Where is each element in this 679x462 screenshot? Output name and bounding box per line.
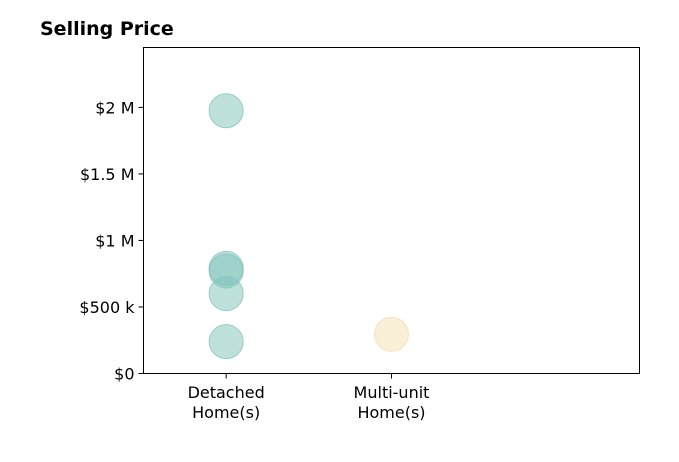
- data-point: [208, 276, 244, 312]
- y-tick-label: $500 k: [79, 298, 135, 317]
- x-tick-label-line2: Home(s): [357, 403, 425, 422]
- x-tick-label-line1: Detached: [188, 383, 265, 402]
- data-points: [208, 93, 409, 360]
- y-tick-label: $2 M: [95, 98, 134, 117]
- y-tick-label: $0: [114, 365, 134, 384]
- y-tick-label: $1 M: [95, 231, 134, 250]
- x-tick-label-line2: Home(s): [192, 403, 260, 422]
- y-axis: $0 $500 k $1 M $1.5 M $2 M: [79, 98, 144, 384]
- x-tick-label-line1: Multi-unit: [354, 383, 430, 402]
- y-tick-label: $1.5 M: [80, 165, 135, 184]
- data-point: [208, 324, 244, 360]
- data-point: [374, 316, 409, 352]
- data-point: [208, 93, 244, 129]
- chart-title: Selling Price: [40, 18, 174, 40]
